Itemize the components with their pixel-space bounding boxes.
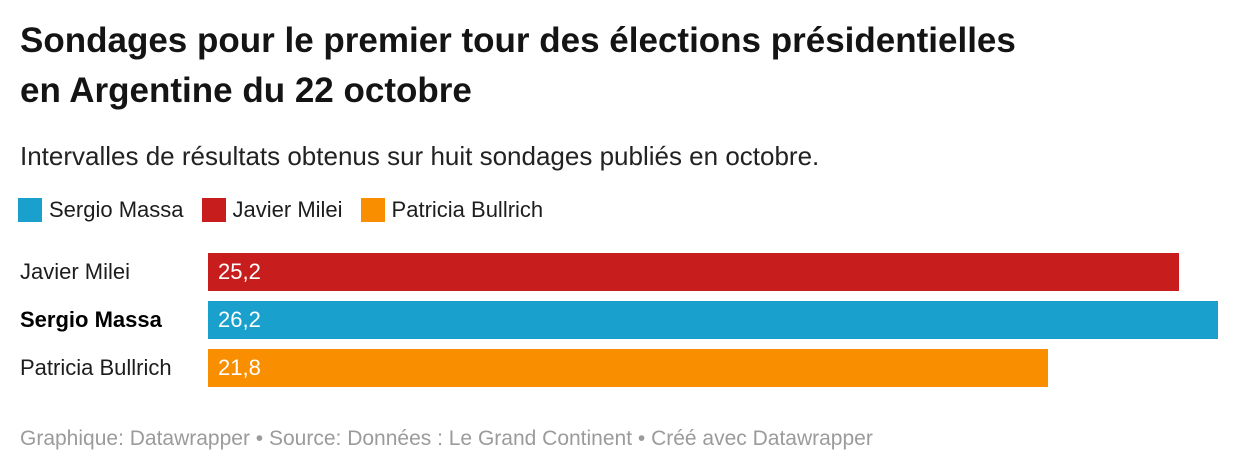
legend-swatch — [201, 198, 226, 222]
legend-label: Sergio Massa — [49, 197, 184, 222]
bar-category-label: Sergio Massa — [20, 307, 162, 332]
legend-item: Patricia Bullrich — [360, 197, 544, 222]
legend: Sergio Massa Javier Milei Patricia Bullric… — [18, 198, 561, 222]
bar-category-label: Patricia Bullrich — [20, 355, 172, 380]
legend-label: Javier Milei — [232, 197, 343, 222]
legend-item: Javier Milei — [201, 197, 343, 222]
bar-row: Javier Milei 25,2 — [0, 253, 1240, 291]
bar-chart: Javier Milei 25,2 Sergio Massa 26,2 Patricia… — [0, 253, 1240, 387]
bar-value-label: 21,8 — [218, 355, 261, 380]
legend-label: Patricia Bullrich — [391, 197, 544, 222]
chart-footer: Graphique: Datawrapper • Source: Données… — [20, 427, 873, 450]
chart-subtitle: Intervalles de résultats obtenus sur hui… — [20, 141, 820, 171]
bar-row: Patricia Bullrich 21,8 — [0, 349, 1240, 387]
bar-value-label: 26,2 — [218, 307, 261, 332]
bar: 25,2 — [208, 253, 1179, 291]
legend-item: Sergio Massa — [18, 198, 184, 222]
bar-value-label: 25,2 — [218, 259, 261, 284]
bar: 26,2 — [208, 301, 1218, 339]
bar-category-label: Javier Milei — [20, 259, 131, 284]
legend-swatch — [360, 198, 385, 222]
bar: 21,8 — [208, 349, 1048, 387]
bar-row: Sergio Massa 26,2 — [0, 301, 1240, 339]
chart-title: Sondages pour le premier tour des électi… — [20, 21, 1016, 110]
legend-swatch — [18, 198, 42, 222]
